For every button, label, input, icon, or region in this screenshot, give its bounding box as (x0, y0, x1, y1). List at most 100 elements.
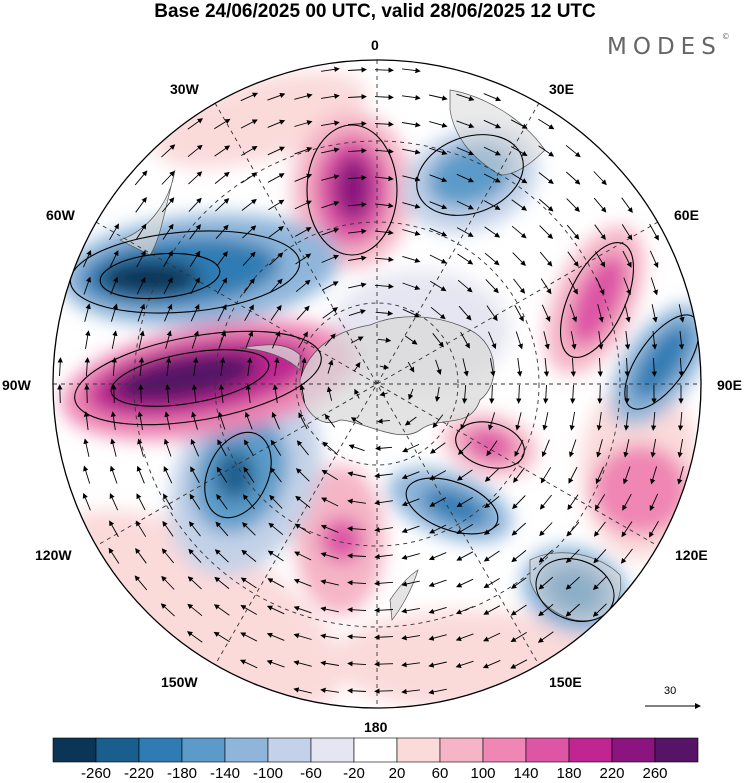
wind-vector (189, 224, 201, 240)
wind-vector (429, 442, 446, 454)
wind-vector (594, 494, 606, 511)
wind-vector (347, 607, 367, 613)
wind-vector (165, 330, 172, 349)
wind-vector (321, 227, 340, 236)
wind-vector (483, 550, 500, 562)
wind-vector (163, 493, 173, 511)
colorbar-swatch (482, 737, 527, 763)
wind-vector (456, 173, 475, 183)
lon-label-120w: 120W (35, 547, 72, 563)
wind-vector (274, 357, 280, 376)
wind-vector (218, 384, 225, 403)
wind-vector (321, 281, 339, 291)
wind-vector (192, 357, 199, 376)
wind-vector (460, 412, 470, 430)
wind-vector (243, 277, 255, 294)
wind-vector (483, 578, 500, 589)
wind-vector (650, 466, 658, 485)
wind-vector (622, 493, 632, 511)
reference-vector-label: 30 (664, 685, 677, 697)
wind-vector (623, 439, 630, 458)
wind-vector (570, 357, 576, 377)
lon-label-30e: 30E (549, 81, 574, 97)
lon-label-120e: 120E (675, 547, 708, 563)
wind-vector (460, 331, 470, 349)
wind-vector (428, 634, 447, 641)
wind-vector (620, 548, 633, 564)
wind-vector (217, 439, 227, 457)
wind-vector (321, 469, 338, 481)
wind-vector (488, 331, 497, 350)
wind-vector (649, 520, 659, 538)
wind-vector (401, 688, 420, 695)
wind-vector (428, 606, 447, 614)
wind-vector (294, 523, 311, 535)
lon-label-180: 180 (364, 719, 388, 735)
wind-vector (295, 468, 310, 482)
wind-vector (110, 303, 118, 322)
wind-vector (568, 439, 577, 458)
wind-vector (593, 197, 607, 213)
wind-vector (219, 357, 226, 376)
wind-vector (650, 277, 658, 296)
wind-vector (295, 279, 311, 293)
wind-vector (622, 250, 632, 268)
wind-vector (511, 550, 527, 563)
wind-vector (649, 223, 659, 241)
wind-vector (401, 607, 420, 614)
wind-vector (320, 660, 339, 666)
wind-vector (240, 119, 258, 129)
wind-vector (267, 578, 285, 588)
wind-vector (111, 384, 117, 404)
wind-vector (294, 227, 312, 237)
wind-vector (429, 174, 448, 183)
wind-vector (678, 304, 685, 323)
wind-vector (624, 357, 630, 377)
wind-vector (402, 122, 421, 128)
wind-vector (402, 282, 421, 291)
wind-vector (324, 413, 336, 428)
wind-vector (347, 661, 367, 667)
wind-vector (347, 201, 367, 208)
wind-vector (298, 412, 308, 430)
antarctica-landmass (299, 316, 495, 436)
wind-vector (268, 522, 284, 536)
wind-vector (374, 94, 394, 100)
wind-vector (539, 225, 554, 240)
wind-vector (186, 631, 203, 643)
wind-vector (484, 468, 499, 482)
wind-vector (347, 121, 367, 127)
wind-vector (374, 67, 394, 73)
wind-vector (565, 576, 580, 590)
wind-vector (489, 384, 495, 404)
wind-vector (401, 553, 420, 560)
wind-vector (402, 255, 421, 263)
wind-vector (348, 228, 367, 235)
wind-vector (375, 310, 394, 317)
wind-vector (347, 471, 366, 478)
wind-vector (597, 331, 604, 350)
colorbar-tick-label: -100 (252, 765, 284, 782)
wind-vector (214, 549, 229, 563)
wind-vector (108, 547, 120, 564)
wind-vector (135, 547, 147, 564)
wind-vector (137, 438, 144, 457)
wind-vector (213, 631, 230, 643)
wind-vector (190, 303, 200, 322)
wind-vector (217, 304, 227, 322)
wind-vector (321, 93, 340, 99)
wind-vector (300, 357, 307, 376)
wind-vector (298, 331, 308, 349)
wind-vector (160, 603, 175, 617)
wind-vector (188, 197, 202, 212)
wind-vector (138, 384, 144, 404)
wind-vector (57, 357, 63, 377)
wind-vector (374, 256, 394, 263)
wind-vector (510, 604, 527, 616)
lon-label-150w: 150W (161, 674, 198, 690)
wind-vector (374, 607, 394, 613)
wind-vector (538, 198, 554, 212)
wind-vector (621, 197, 633, 214)
wind-vector (189, 250, 201, 267)
wind-vector (374, 688, 394, 694)
